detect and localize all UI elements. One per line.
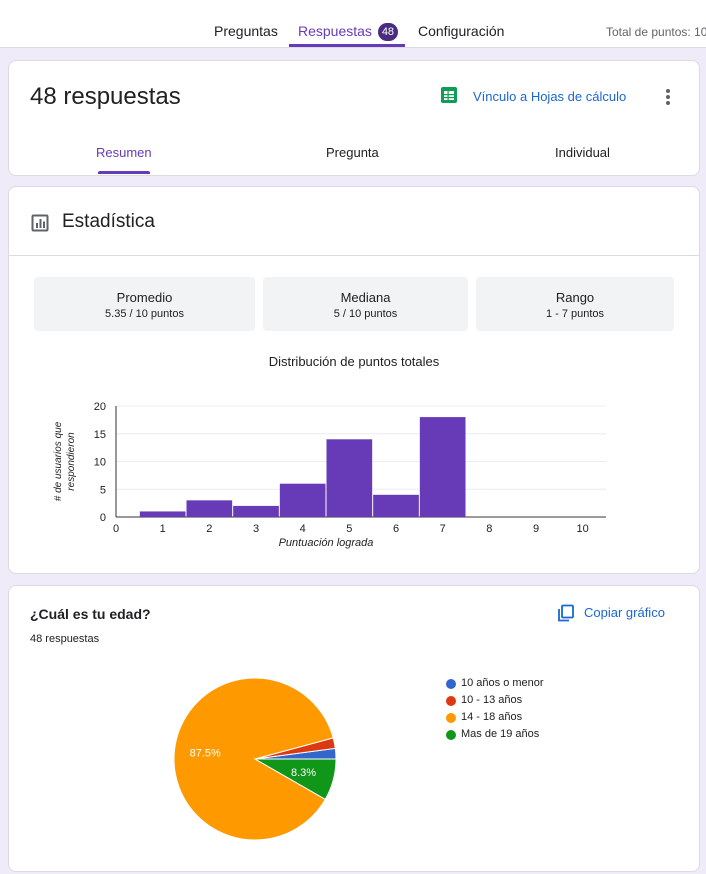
histogram-bar [373,494,419,517]
points-histogram: 0 5 10 15 20 0 1 2 3 4 5 6 7 8 9 10 Puntuación lograda # … [53,401,606,549]
tab-preguntas[interactable]: Preguntas [214,23,278,39]
x-tick-label: 0 [113,523,119,535]
histogram-bar [466,516,513,517]
bar-chart-icon [31,214,49,232]
age-question-card: ¿Cuál es tu edad? 48 respuestas Copiar g… [8,585,700,872]
pie-slice [173,677,334,841]
pie-slice-label: 8.3% [291,767,316,779]
stat-median-value: 5 / 10 puntos [333,308,398,320]
legend-swatch [446,696,456,706]
statistics-title: Estadística [62,211,155,232]
x-tick-label: 8 [486,523,492,535]
x-tick-label: 9 [533,523,539,535]
stat-range-value: 1 - 7 puntos [545,308,605,320]
stat-average: Promedio 5.35 / 10 puntos [34,277,255,331]
y-tick-label: 10 [94,457,106,469]
legend-label: Mas de 19 años [461,728,540,740]
histogram-bar [186,500,233,517]
age-pie-chart: 87.5% 8.3% [173,677,337,841]
subtab-pregunta[interactable]: Pregunta [326,145,379,160]
y-tick-label: 5 [100,484,106,496]
legend-label: 10 años o menor [461,677,544,689]
responses-summary-card: 48 respuestas Vínculo a Hojas de cálculo… [8,60,700,176]
legend-swatch [446,679,456,689]
total-points: Total de puntos: 10 [606,25,706,39]
x-tick-label: 3 [253,523,259,535]
copy-chart-label: Copiar gráfico [584,605,665,620]
question-title: ¿Cuál es tu edad? [30,606,151,622]
sheets-icon [441,87,457,103]
responses-title: 48 respuestas [30,83,181,110]
histogram-bar [279,483,326,517]
histogram-bar [419,417,466,517]
y-axis-label-line: # de usuarios que [53,421,64,501]
sheets-link-label: Vínculo a Hojas de cálculo [473,89,627,104]
statistics-card: Estadística Promedio 5.35 / 10 puntos Me… [8,186,700,574]
x-tick-label: 2 [206,523,212,535]
more-options-icon[interactable] [661,87,675,107]
histogram-bar [513,516,559,517]
histogram-bar [233,505,279,517]
tab-configuracion[interactable]: Configuración [418,23,505,39]
stat-average-label: Promedio [116,290,173,305]
stat-median-label: Mediana [340,290,391,305]
responses-count-badge: 48 [377,23,398,41]
histogram-bar [559,516,606,517]
legend-label: 14 - 18 años [461,711,523,723]
y-tick-label: 0 [100,512,106,524]
stat-median: Mediana 5 / 10 puntos [263,277,468,331]
x-axis-label: Puntuación lograda [279,537,374,549]
legend-swatch [446,713,456,723]
histogram-bar [326,439,373,517]
top-navigation: Preguntas Respuestas 48 Configuración Tot… [0,0,706,48]
subtab-individual[interactable]: Individual [555,145,610,160]
divider [9,255,699,256]
y-tick-label: 20 [94,401,106,413]
histogram-bar [139,511,186,517]
active-subtab-indicator [98,171,150,174]
pie-slice [253,758,337,801]
pie-slice-label: 87.5% [190,748,221,760]
stat-average-value: 5.35 / 10 puntos [105,308,184,320]
active-tab-indicator [289,44,405,47]
x-tick-label: 7 [440,523,446,535]
x-tick-label: 10 [577,523,589,535]
legend-label: 10 - 13 años [461,694,523,706]
tab-respuestas-label: Respuestas [298,23,372,39]
x-tick-label: 1 [160,523,166,535]
stat-range-label: Rango [555,290,595,305]
copy-icon [558,604,574,622]
x-tick-label: 4 [300,523,306,535]
subtab-resumen[interactable]: Resumen [96,145,152,160]
legend-swatch [446,730,456,740]
y-axis-label: # de usuarios que respondieron [53,421,77,501]
tab-respuestas[interactable]: Respuestas 48 [298,23,398,41]
question-response-count: 48 respuestas [30,633,100,645]
x-tick-label: 5 [346,523,352,535]
histogram-title: Distribución de puntos totales [268,354,440,369]
stat-range: Rango 1 - 7 puntos [476,277,674,331]
y-tick-label: 15 [94,429,106,441]
x-tick-label: 6 [393,523,399,535]
y-axis-label-line: respondieron [66,432,77,491]
